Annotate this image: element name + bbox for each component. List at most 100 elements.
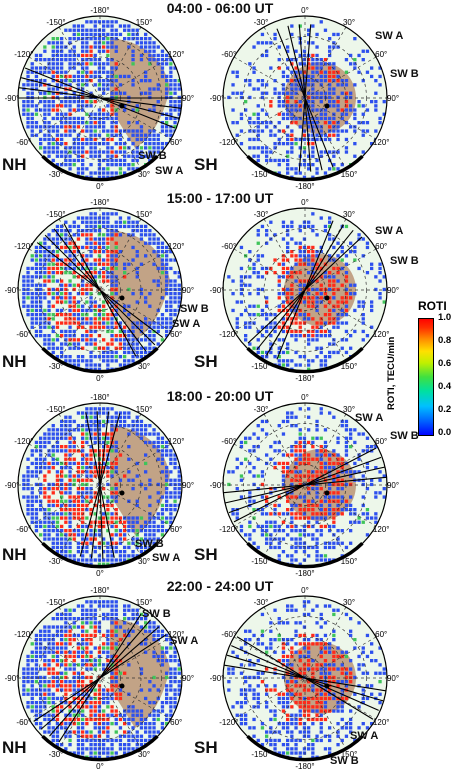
lon-tick-label: 150°	[341, 557, 358, 566]
pole-marker	[119, 683, 125, 689]
lon-tick-label: 120°	[168, 50, 185, 59]
lat-lon-grid	[223, 208, 387, 372]
lon-tick-label: 30°	[343, 598, 355, 607]
map-frame-bold-arc	[41, 734, 159, 762]
lon-tick-label: -120°	[219, 718, 238, 727]
sw-label-sh3-a: SW A	[355, 412, 384, 424]
pole-marker	[324, 103, 330, 109]
lon-tick-label: 120°	[373, 330, 390, 339]
sh-map-1: 0° -30° 30° -60° 60° -90° 90° -120° 120° -150° 150…	[210, 6, 399, 191]
sw-label-sh1-a: SW A	[375, 30, 404, 42]
satellite-tracks	[276, 24, 334, 172]
lon-tick-label: -60°	[221, 50, 236, 59]
lon-tick-label: -90°	[5, 481, 20, 490]
lon-tick-label: -180°	[295, 762, 314, 771]
sw-label-nh2-b: SW B	[180, 303, 209, 315]
lon-tick-label: 90°	[387, 94, 399, 103]
sh-map-2: 0° -30° 30° -60° 60° -90° 90° -120° 120° -150° 150…	[210, 198, 399, 383]
sw-label-nh1-b: SW B	[138, 150, 167, 162]
lon-tick-label: -150°	[46, 405, 65, 414]
lon-tick-label: -180°	[90, 6, 109, 15]
lon-tick-label: 30°	[343, 405, 355, 414]
lon-tick-label: 120°	[168, 242, 185, 251]
sh-map-4: 0° -30° 30° -60° 60° -90° 90° -120° 120° -150° 150…	[210, 586, 399, 771]
lon-tick-label: 30°	[343, 18, 355, 27]
lon-tick-label: 60°	[170, 525, 182, 534]
colorbar-title: ROTI	[418, 299, 447, 313]
lon-tick-label: 90°	[387, 481, 399, 490]
lon-tick-label: -30°	[254, 405, 269, 414]
pole-marker	[324, 490, 330, 496]
lon-tick-label: 0°	[96, 762, 104, 771]
nh-map-2: -180° -150° 150° -120° 120° -90° 90° -60° 60° -30…	[5, 198, 194, 383]
colorbar-tick-1: 1.0	[438, 312, 452, 323]
satellite-tracks	[224, 636, 386, 720]
lon-tick-label: -150°	[251, 170, 270, 179]
lon-tick-label: 60°	[375, 50, 387, 59]
colorbar-unit: ROTI, TECU/min	[386, 336, 397, 410]
lon-tick-label: -180°	[295, 182, 314, 191]
lon-tick-label: -150°	[46, 18, 65, 27]
lon-tick-label: -30°	[49, 557, 64, 566]
lon-tick-label: -180°	[90, 198, 109, 207]
lon-tick-label: 0°	[301, 6, 309, 15]
lon-tick-label: -90°	[210, 286, 225, 295]
time-label-3: 18:00 - 20:00 UT	[166, 388, 274, 404]
satellite-tracks	[79, 411, 121, 559]
lon-tick-label: 60°	[170, 718, 182, 727]
lon-tick-label: -180°	[90, 586, 109, 595]
lon-tick-label: -150°	[251, 557, 270, 566]
lat-lon-grid	[223, 16, 387, 180]
time-label-4: 22:00 - 24:00 UT	[166, 578, 274, 594]
sw-label-nh2-a: SW A	[172, 318, 201, 330]
lon-tick-label: -60°	[16, 718, 31, 727]
satellite-tracks	[36, 223, 164, 357]
lon-tick-label: -150°	[46, 598, 65, 607]
sw-label-nh4-a: SW A	[170, 635, 199, 647]
nh-label-2: NH	[2, 352, 27, 371]
pole-marker	[324, 295, 330, 301]
map-frame-bold-arc	[246, 734, 364, 762]
nh-label-4: NH	[2, 738, 27, 757]
lon-tick-label: -150°	[251, 750, 270, 759]
satellite-tracks	[18, 67, 182, 129]
lon-tick-label: 90°	[182, 94, 194, 103]
sw-label-sh4-b: SW B	[330, 755, 359, 767]
lon-tick-label: -120°	[14, 50, 33, 59]
lon-tick-label: 60°	[375, 437, 387, 446]
pole-marker	[119, 490, 125, 496]
sw-label-sh2-b: SW B	[390, 255, 419, 267]
sh-map-3: 0° -30° 30° -60° 60° -90° 90° -120° 120° -150° 150…	[210, 393, 399, 578]
map-frame-bold-arc	[246, 541, 364, 569]
lon-tick-label: -150°	[251, 362, 270, 371]
sw-label-sh3-b: SW B	[390, 430, 419, 442]
lat-lon-grid	[223, 596, 387, 760]
lon-tick-label: -90°	[5, 286, 20, 295]
map-frame-bold-arc	[41, 541, 159, 569]
lon-tick-label: -30°	[254, 598, 269, 607]
lon-tick-label: -180°	[295, 569, 314, 578]
map-frame-bold-arc	[246, 154, 364, 182]
sw-label-nh4-b: SW B	[142, 608, 171, 620]
lon-tick-label: 120°	[373, 525, 390, 534]
lon-tick-label: 30°	[138, 557, 150, 566]
nh-map-4: -180° -150° 150° -120° 120° -90° 90° -60° 60° -30…	[5, 586, 194, 771]
lat-lon-grid	[18, 403, 182, 567]
land-mass	[110, 425, 170, 535]
lon-tick-label: -60°	[221, 630, 236, 639]
nh-label-1: NH	[2, 155, 27, 174]
pole-marker	[119, 295, 125, 301]
lon-tick-label: -180°	[295, 374, 314, 383]
lon-tick-label: -90°	[210, 481, 225, 490]
sw-label-sh4-a: SW A	[350, 730, 379, 742]
lon-tick-label: 120°	[373, 138, 390, 147]
lon-tick-label: 90°	[387, 674, 399, 683]
lon-tick-label: -90°	[210, 674, 225, 683]
lon-tick-label: -60°	[16, 330, 31, 339]
colorbar-tick-5: 0.2	[438, 404, 452, 415]
colorbar-tick-3: 0.6	[438, 358, 452, 369]
lon-tick-label: -60°	[221, 437, 236, 446]
lon-tick-label: 150°	[341, 362, 358, 371]
map-frame-bold-arc	[41, 346, 159, 374]
